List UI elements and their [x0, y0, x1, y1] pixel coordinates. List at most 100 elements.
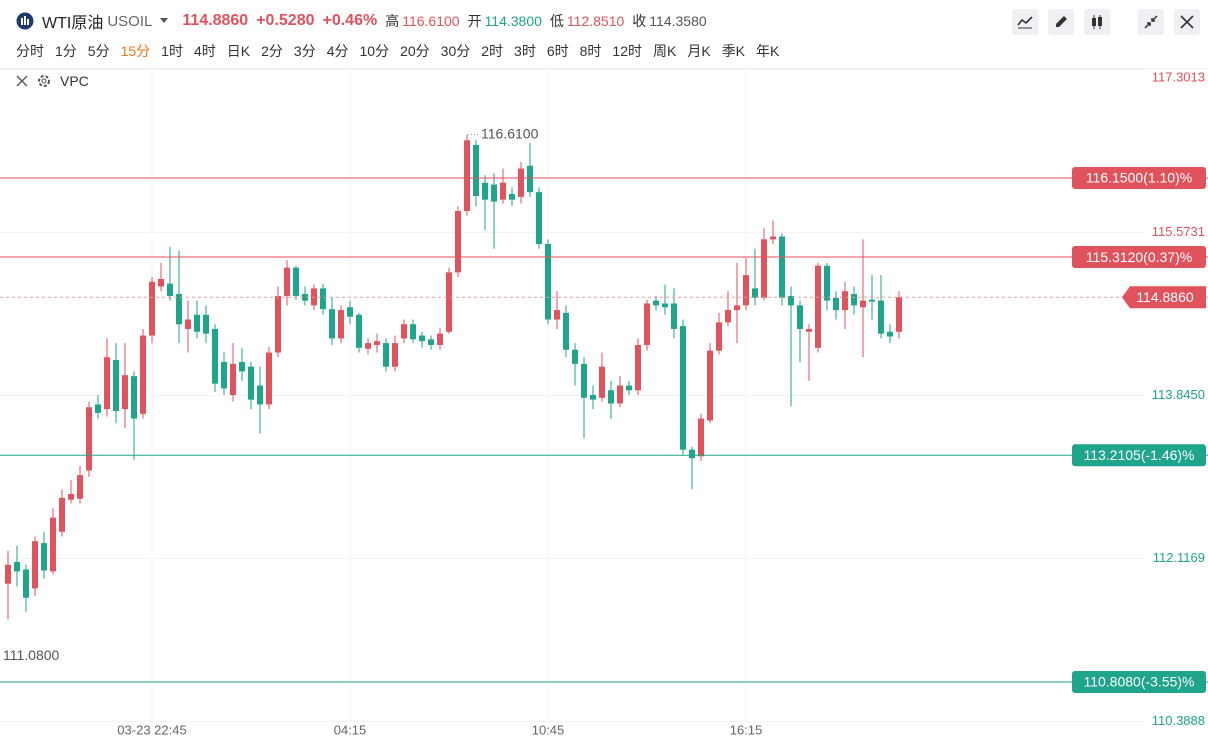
x-tick-label: 03-23 22:45: [117, 722, 186, 737]
candle-body: [410, 324, 416, 340]
candle-body: [842, 291, 848, 311]
dropdown-caret[interactable]: [160, 18, 169, 24]
line-tool[interactable]: [1012, 9, 1038, 35]
candle-body: [158, 278, 164, 287]
candle-body: [599, 366, 605, 398]
timeframe[interactable]: 30分: [440, 43, 471, 59]
last-price-label: 114.8860: [1136, 289, 1194, 305]
timeframe[interactable]: 4分: [326, 43, 349, 59]
timeframe[interactable]: 日K: [226, 43, 251, 59]
timeframe[interactable]: 2时: [481, 43, 504, 59]
candle-body: [176, 294, 182, 325]
remove-indicator[interactable]: [16, 75, 28, 87]
candle-body: [356, 314, 362, 348]
timeframe[interactable]: 20分: [400, 43, 430, 59]
candle-body: [887, 331, 893, 337]
candle-body: [374, 341, 380, 345]
candle-body: [896, 297, 902, 332]
price-tag: [1072, 670, 1206, 693]
stat: 开 114.3800: [468, 11, 542, 31]
candle-body: [194, 314, 200, 332]
candle-body: [77, 475, 83, 499]
candle-body: [5, 564, 11, 584]
candle-body: [167, 283, 173, 296]
candle-body: [788, 295, 794, 306]
candle-body: [518, 168, 524, 197]
price-tag: [1072, 167, 1206, 189]
candle-body: [761, 239, 767, 298]
timeframe[interactable]: 3分: [293, 43, 316, 59]
candle-body: [500, 182, 506, 200]
stat: 低 112.8510: [550, 11, 624, 31]
close[interactable]: [1174, 9, 1200, 35]
change-pct: +0.46%: [322, 12, 378, 29]
candle-body: [824, 265, 830, 301]
chart-type[interactable]: [1084, 9, 1110, 35]
candle-body: [671, 303, 677, 329]
candle-body: [617, 385, 623, 404]
candle-body: [203, 314, 209, 334]
timeframe[interactable]: 6时: [546, 43, 569, 59]
candle-body: [86, 407, 92, 471]
collapse[interactable]: [1138, 9, 1164, 35]
candle-body: [239, 361, 245, 372]
timeframe[interactable]: 8时: [579, 43, 602, 59]
indicator-settings[interactable]: [36, 73, 52, 89]
timeframe[interactable]: 年K: [756, 43, 780, 59]
timeframe[interactable]: 4时: [193, 43, 216, 59]
candle-body: [212, 328, 218, 384]
candle-body: [266, 352, 272, 405]
timeframe[interactable]: 月K: [687, 43, 711, 59]
candle-body: [779, 236, 785, 298]
price-tag-label: 116.1500(1.10)%: [1086, 170, 1192, 186]
logo: [16, 12, 34, 30]
candle-body: [338, 310, 344, 339]
price-tag: [1072, 246, 1206, 269]
quote-bar: WTI原油 USOIL 114.8860 +0.5280 +0.46% 高 116…: [16, 9, 707, 33]
timeframe[interactable]: 5分: [87, 43, 110, 59]
candle-body: [149, 281, 155, 336]
candle-body: [221, 361, 227, 389]
candle-body: [851, 294, 857, 306]
timeframe[interactable]: 12时: [612, 43, 642, 59]
price-tag-label: 115.3120(0.37)%: [1086, 249, 1192, 265]
y-tick-label: 117.3013: [1152, 69, 1205, 84]
stat: 高 116.6100: [385, 11, 459, 31]
candle-body: [734, 305, 740, 311]
timeframe[interactable]: 10分: [359, 43, 390, 59]
stats: 高 116.6100 开 114.3800 低 112.8510 收 114.3580: [385, 11, 706, 31]
timeframe[interactable]: 1分: [55, 43, 77, 59]
timeframe[interactable]: 分时: [16, 43, 44, 59]
timeframe[interactable]: 周K: [653, 43, 677, 59]
last-price-tag: [1122, 286, 1206, 309]
candle-body: [113, 360, 119, 412]
stat-label: 高: [385, 13, 400, 29]
candle-body: [752, 288, 758, 298]
candle-body: [878, 300, 884, 334]
candle-body: [59, 497, 65, 532]
symbol[interactable]: USOIL: [107, 12, 153, 30]
candle-body: [509, 194, 515, 200]
candle-body: [428, 339, 434, 345]
candle-body: [590, 394, 596, 400]
candle-body: [815, 265, 821, 348]
stat-label: 低: [549, 13, 564, 29]
candle-body: [50, 517, 56, 572]
candle-body: [329, 309, 335, 339]
timeframe[interactable]: 1时: [161, 43, 183, 59]
timeframe[interactable]: 3时: [514, 43, 536, 59]
stat-value: 114.3800: [484, 13, 542, 29]
draw-tool[interactable]: [1048, 9, 1074, 35]
candle-body: [41, 543, 47, 571]
candle-body: [293, 267, 299, 296]
change: +0.5280: [256, 12, 315, 29]
candle-body: [563, 312, 569, 350]
timeframe[interactable]: 季K: [721, 43, 746, 59]
candle-body: [320, 288, 326, 310]
stat-value: 114.3580: [649, 13, 707, 29]
candle-body: [536, 192, 542, 245]
price-tag-label: 113.2105(-1.46)%: [1083, 447, 1194, 463]
timeframe[interactable]: 2分: [261, 43, 283, 59]
timeframe[interactable]: 15分: [120, 43, 151, 59]
